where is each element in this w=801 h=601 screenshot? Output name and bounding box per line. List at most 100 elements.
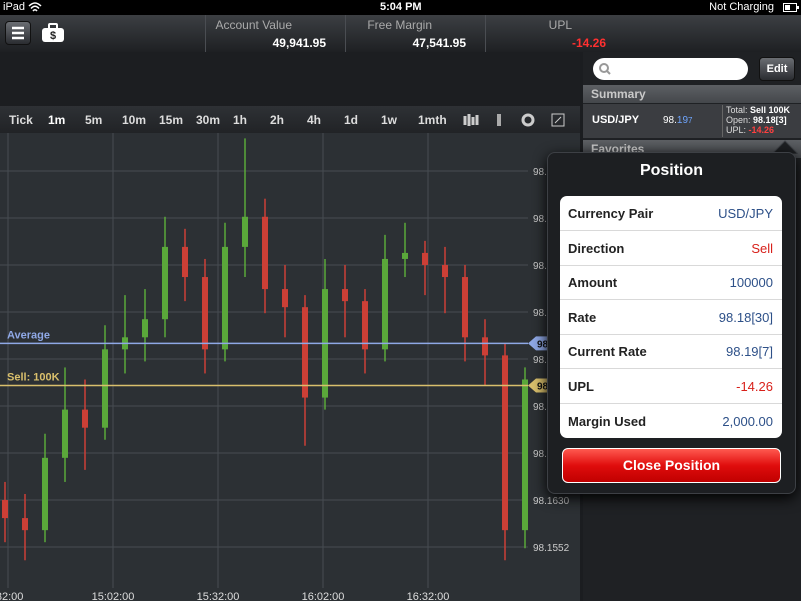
device-name: iPad bbox=[3, 1, 26, 13]
popover-title: Position bbox=[639, 162, 704, 179]
position-label: Amount bbox=[568, 275, 618, 291]
position-label: Direction bbox=[568, 240, 625, 256]
candle-body bbox=[422, 252, 428, 265]
position-label: Margin Used bbox=[568, 413, 647, 429]
detail-label: Open: bbox=[726, 115, 751, 125]
candle-body bbox=[102, 349, 108, 428]
candle-body bbox=[282, 289, 288, 308]
position-row: UPL -14.26 bbox=[560, 369, 782, 404]
summary-row[interactable]: USD/JPY 98.197 Total: Sell 100K Open: 98.… bbox=[583, 104, 801, 138]
position-popover: Position Currency Pair USD/JPY Direction Se… bbox=[547, 152, 796, 494]
candle-body bbox=[522, 379, 528, 531]
position-value: 100000 bbox=[729, 275, 773, 291]
timeframe-button[interactable]: 30m bbox=[196, 113, 221, 127]
position-table: Currency Pair USD/JPY Direction Sell Amount 1… bbox=[560, 196, 782, 438]
y-tick-label: 98.1552 bbox=[533, 543, 570, 554]
position-label: Currency Pair bbox=[568, 206, 654, 221]
timeframe-button[interactable]: 1w bbox=[381, 113, 398, 127]
detail-row: Open: 98.18[3] bbox=[723, 115, 801, 125]
briefcase-icon[interactable]: $ bbox=[40, 22, 66, 44]
x-tick-label: 16:02:00 bbox=[302, 591, 345, 601]
timeframe-button[interactable]: 2h bbox=[270, 113, 285, 127]
position-value: 98.18[30] bbox=[718, 309, 773, 325]
summary-details: Total: Sell 100K Open: 98.18[3] UPL: -14.2… bbox=[722, 105, 801, 137]
x-tick-label: 16:32:00 bbox=[407, 591, 450, 601]
detail-row: Total: Sell 100K bbox=[723, 105, 801, 115]
detail-value: Sell 100K bbox=[750, 105, 791, 115]
summary-rate: 98.197 bbox=[663, 115, 692, 126]
position-row: Amount 100000 bbox=[560, 265, 782, 301]
summary-pair: USD/JPY bbox=[592, 114, 640, 126]
candle-body bbox=[462, 277, 468, 338]
summary-rate-fraction: 7 bbox=[688, 116, 693, 125]
timeframe-button[interactable]: 1mth bbox=[418, 113, 447, 127]
account-field: Free Margin 47,541.95 bbox=[345, 15, 486, 52]
search-field[interactable] bbox=[593, 58, 748, 80]
battery-icon bbox=[783, 3, 799, 12]
candle-body bbox=[382, 258, 388, 350]
candle-body bbox=[302, 307, 308, 398]
wifi-icon bbox=[28, 2, 42, 12]
timeframe-button[interactable]: 15m bbox=[159, 113, 184, 127]
timeframe-button[interactable]: 10m bbox=[122, 113, 147, 127]
reference-label: Average bbox=[7, 329, 50, 341]
timeframe-button[interactable]: 1d bbox=[344, 113, 359, 127]
candle-body bbox=[482, 337, 488, 356]
position-row: Current Rate 98.19[7] bbox=[560, 334, 782, 370]
trade-area: USD/JPY Sell 98.183 Buy 98.197 1.4 High:… bbox=[0, 52, 580, 154]
detail-row: UPL: -14.26 bbox=[723, 125, 801, 135]
timeframe-bar: Tick 1m 5m 10m 15m 30m 1h 2h 4h 1d 1w 1mth bbox=[0, 106, 580, 133]
candle-body bbox=[62, 409, 68, 458]
candle-body bbox=[502, 355, 508, 531]
account-value: -14.26 bbox=[571, 36, 606, 50]
timeframe-button[interactable]: 1m bbox=[48, 113, 66, 127]
candle-body bbox=[202, 277, 208, 350]
close-position-button[interactable]: Close Position bbox=[562, 448, 781, 483]
chart-tools bbox=[463, 113, 565, 127]
account-label: UPL bbox=[548, 18, 572, 32]
account-label: Account Value bbox=[215, 18, 293, 32]
position-value: -14.26 bbox=[736, 379, 773, 394]
detail-label: UPL: bbox=[726, 125, 747, 135]
position-value: 2,000.00 bbox=[722, 413, 773, 429]
edit-button[interactable]: Edit bbox=[759, 57, 795, 81]
popover-arrow bbox=[772, 140, 798, 154]
timeframe-button[interactable]: 4h bbox=[307, 113, 322, 127]
candle-body bbox=[2, 500, 8, 519]
candle-body bbox=[442, 264, 448, 278]
account-field: UPL -14.26 bbox=[485, 15, 626, 52]
detail-value: -14.26 bbox=[748, 125, 775, 135]
detail-value: 98.18[3] bbox=[753, 115, 787, 125]
position-label: UPL bbox=[568, 379, 594, 394]
summary-header: Summary bbox=[583, 85, 801, 103]
timeframe-button[interactable]: 5m bbox=[85, 113, 103, 127]
account-value: 47,541.95 bbox=[412, 36, 466, 50]
candle-body bbox=[222, 246, 228, 350]
battery-status: Not Charging bbox=[709, 1, 774, 13]
position-row: Currency Pair USD/JPY bbox=[560, 196, 782, 231]
svg-text:$: $ bbox=[50, 30, 56, 42]
candle-body bbox=[22, 518, 28, 531]
candle-body bbox=[242, 216, 248, 247]
position-value: 98.19[7] bbox=[726, 344, 773, 360]
position-label: Current Rate bbox=[568, 344, 647, 360]
summary-rate-pips: 19 bbox=[676, 115, 689, 126]
menu-button[interactable] bbox=[5, 21, 31, 45]
candle-body bbox=[82, 409, 88, 428]
candle-body bbox=[182, 246, 188, 278]
position-label: Rate bbox=[568, 309, 597, 325]
y-tick-label: 98.1630 bbox=[533, 496, 570, 507]
detail-label: Total: bbox=[726, 105, 748, 115]
position-value: Sell bbox=[751, 240, 773, 256]
timeframe-button[interactable]: Tick bbox=[9, 113, 33, 127]
timeframe-button[interactable]: 1h bbox=[233, 113, 248, 127]
status-bar: iPad 5:04 PM Not Charging bbox=[0, 0, 801, 15]
reference-label: Sell: 100K bbox=[7, 372, 60, 384]
account-label: Free Margin bbox=[367, 18, 432, 32]
candle-body bbox=[142, 319, 148, 338]
top-bar: $ Account Value 49,941.95 Free Margin 47,54… bbox=[0, 15, 801, 52]
position-value: USD/JPY bbox=[718, 206, 773, 221]
position-row: Margin Used 2,000.00 bbox=[560, 404, 782, 438]
x-tick-label: 15:32:00 bbox=[197, 591, 240, 601]
